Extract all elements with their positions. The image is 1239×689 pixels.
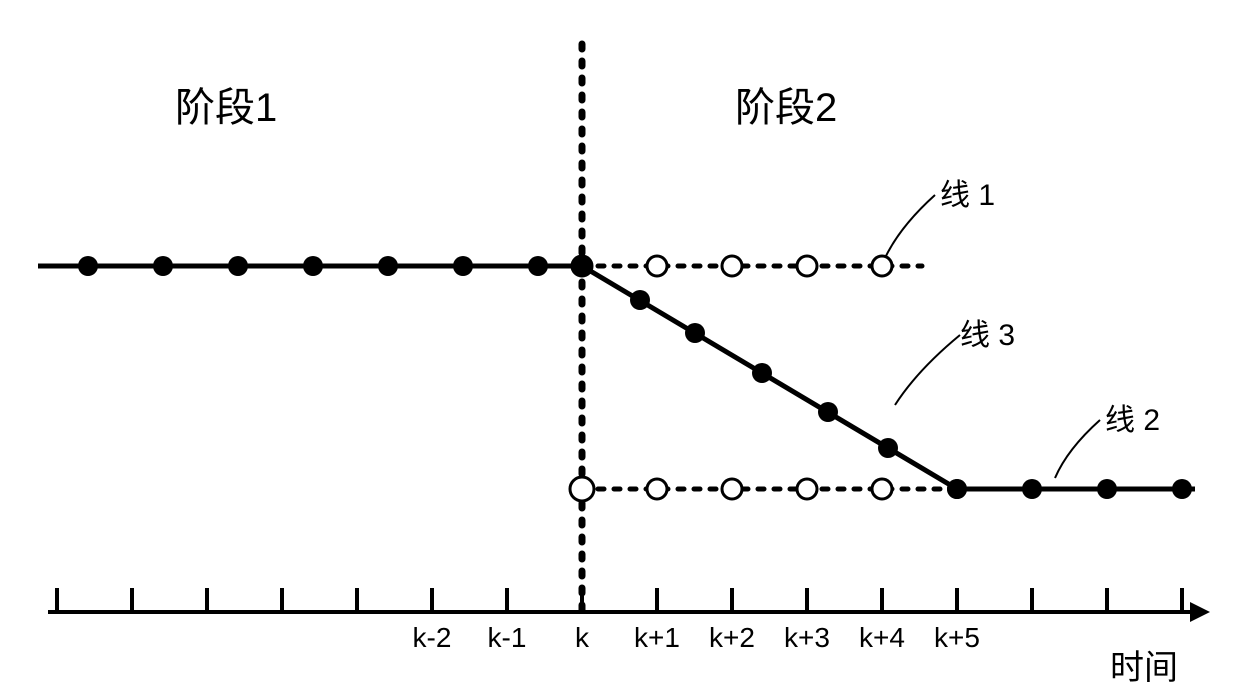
marker-filled (818, 402, 838, 422)
marker-filled (572, 256, 592, 276)
x-axis-arrow (1190, 602, 1210, 622)
leader-line (1055, 420, 1100, 478)
marker-open (797, 256, 817, 276)
line3-label: 线 3 (960, 310, 1015, 354)
line2-label: 线 2 (1105, 395, 1160, 439)
marker-filled (1097, 479, 1117, 499)
tick-label: k+4 (859, 622, 905, 654)
marker-filled (378, 256, 398, 276)
tick-label: k+2 (709, 622, 755, 654)
marker-open (797, 479, 817, 499)
marker-filled (228, 256, 248, 276)
tick-label: k-1 (488, 622, 527, 654)
marker-filled (752, 363, 772, 383)
xaxis-label: 时间 (1110, 640, 1178, 689)
leader-line (885, 195, 935, 258)
tick-label: k+1 (634, 622, 680, 654)
marker-open (722, 256, 742, 276)
marker-filled (685, 323, 705, 343)
marker-filled (303, 256, 323, 276)
marker-open (872, 256, 892, 276)
line1-label: 线 1 (940, 170, 995, 214)
marker-open (647, 479, 667, 499)
leader-line (895, 335, 960, 405)
marker-open (647, 256, 667, 276)
phase2-label: 阶段2 (735, 75, 837, 133)
marker-filled (947, 479, 967, 499)
marker-filled (1022, 479, 1042, 499)
tick-label: k+3 (784, 622, 830, 654)
tick-label: k+5 (934, 622, 980, 654)
phase1-label: 阶段1 (175, 75, 277, 133)
marker-open (872, 479, 892, 499)
marker-filled (878, 438, 898, 458)
marker-filled (528, 256, 548, 276)
marker-filled (1172, 479, 1192, 499)
tick-label: k (575, 622, 589, 654)
marker-open (722, 479, 742, 499)
tick-label: k-2 (413, 622, 452, 654)
marker-filled (453, 256, 473, 276)
marker-filled (78, 256, 98, 276)
marker-open (570, 477, 594, 501)
marker-filled (153, 256, 173, 276)
marker-filled (630, 290, 650, 310)
